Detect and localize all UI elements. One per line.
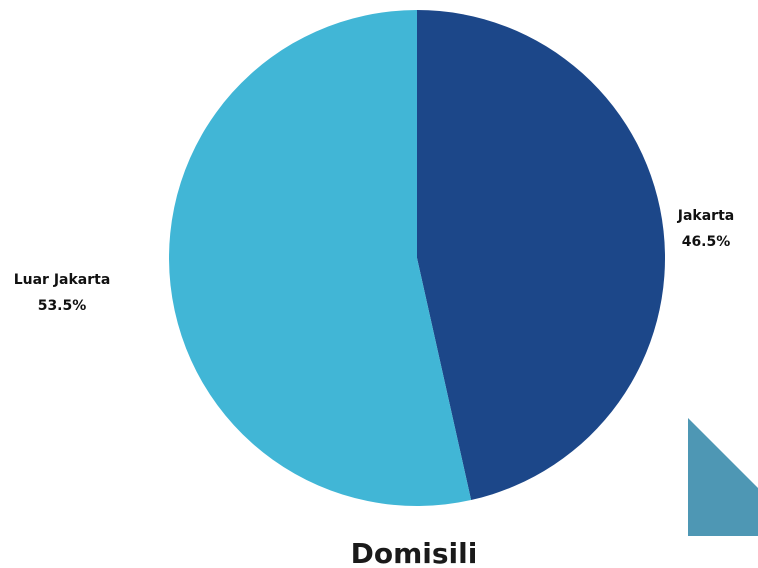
corner-decoration [688, 418, 758, 536]
slice-label-luar-jakarta: Luar Jakarta [14, 272, 111, 288]
pie-slices [169, 9, 666, 506]
pie-slice-jakarta [417, 9, 666, 501]
slice-label-jakarta: Jakarta [677, 208, 734, 224]
chart-title: Domisili [351, 537, 478, 568]
slice-value-luar-jakarta: 53.5% [38, 298, 87, 314]
pie-slice-luar-jakarta [169, 10, 472, 506]
slice-value-jakarta: 46.5% [682, 234, 731, 250]
